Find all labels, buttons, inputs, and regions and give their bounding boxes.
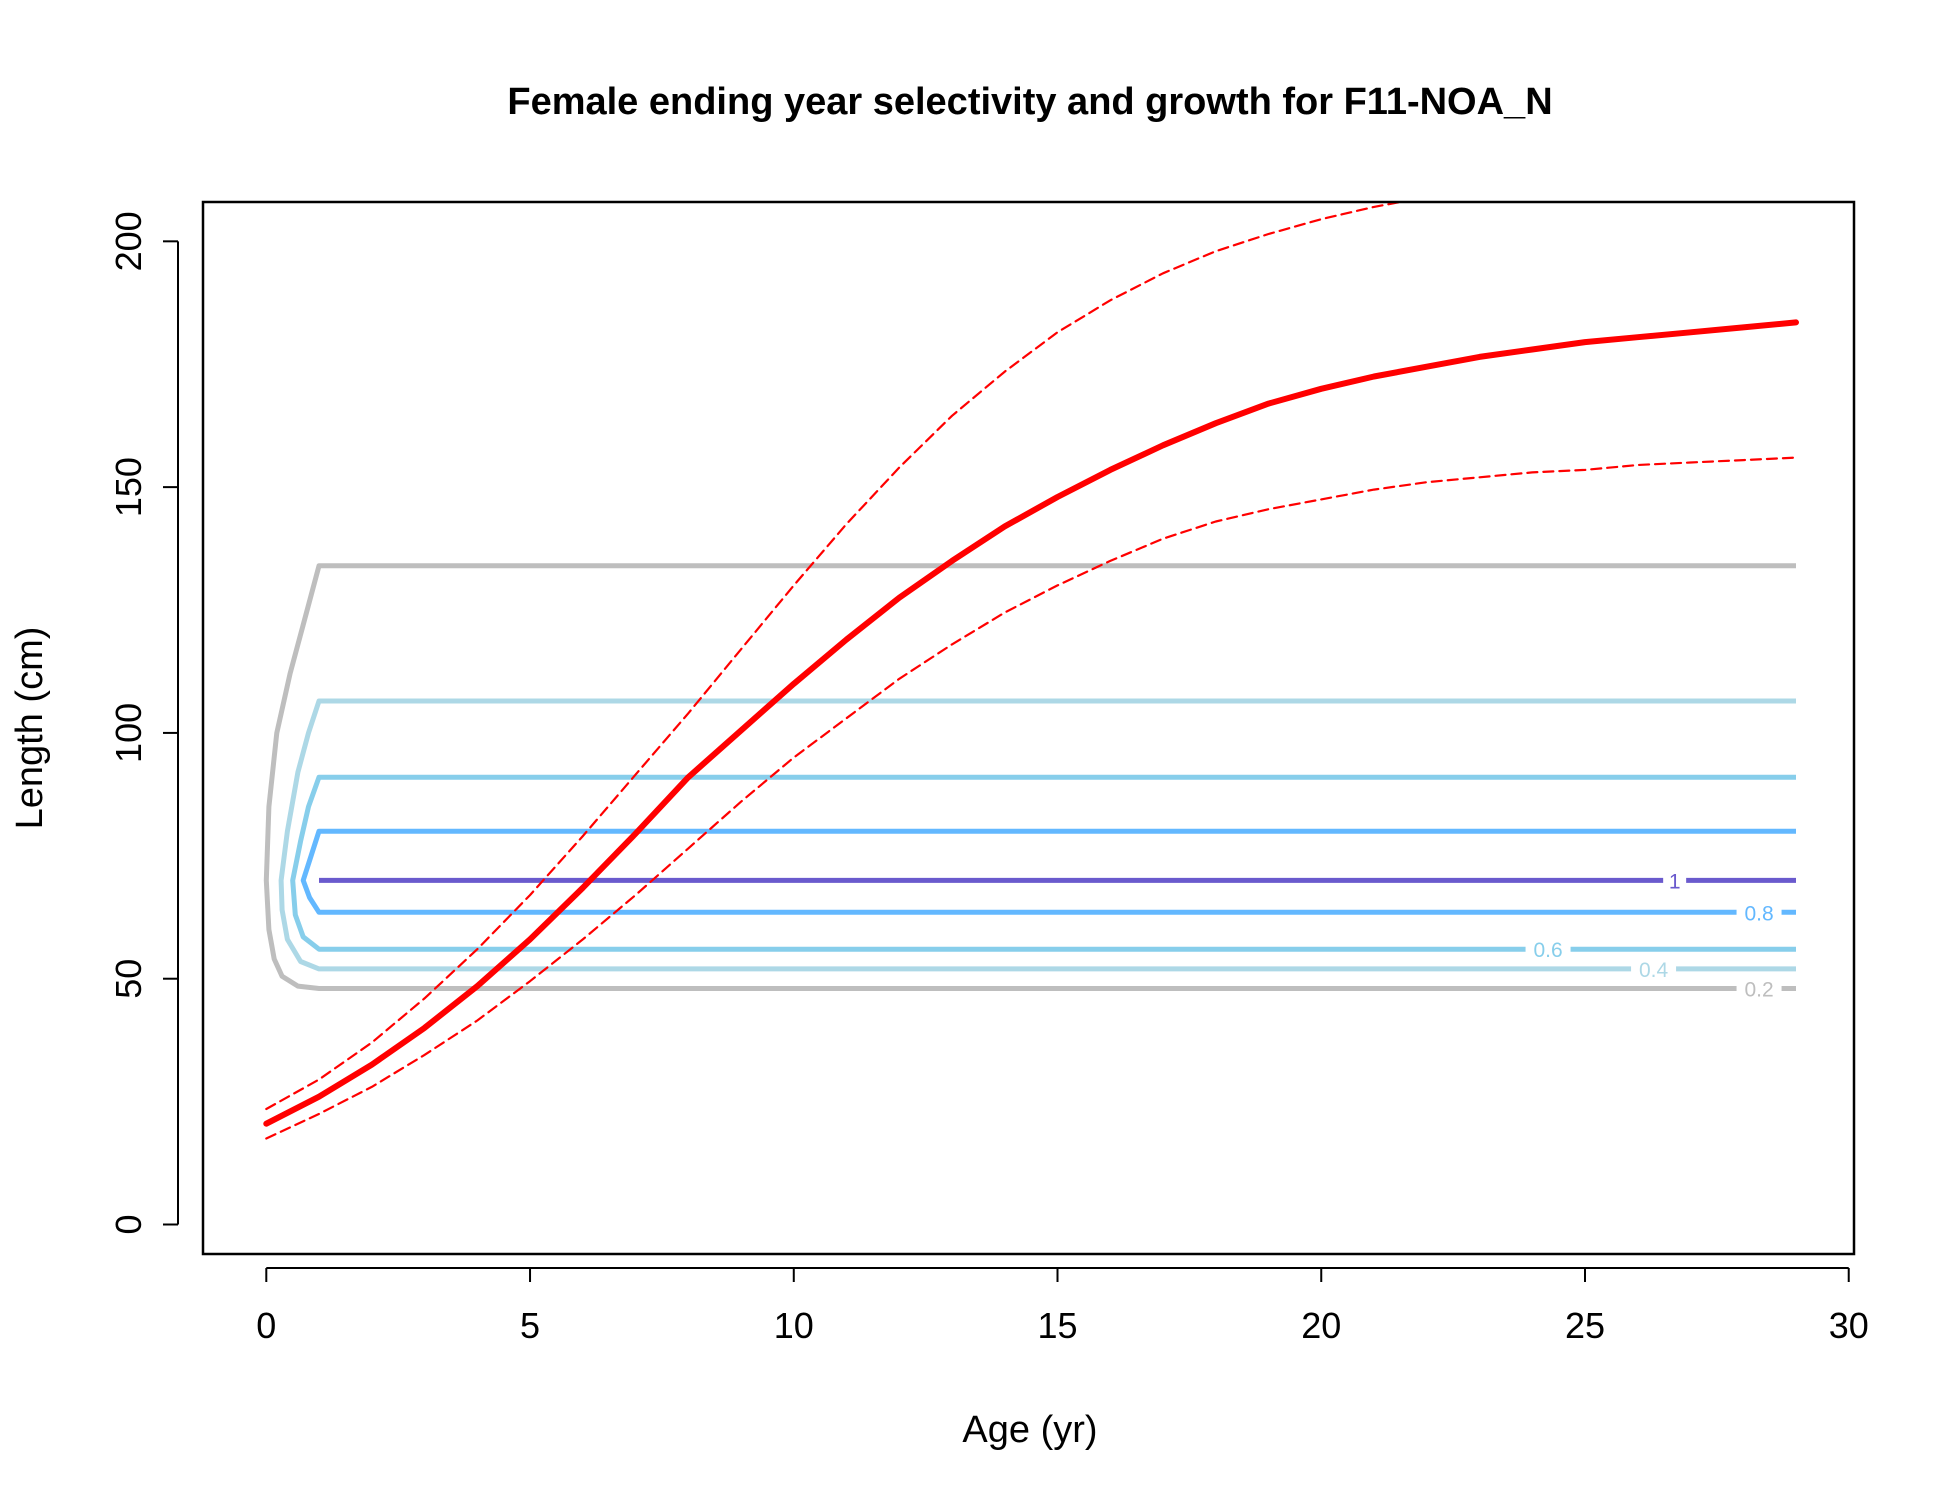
y-tick-label: 200	[108, 211, 149, 271]
chart-title: Female ending year selectivity and growt…	[507, 81, 1552, 123]
y-axis: 0 50 100 150 200	[108, 211, 179, 1235]
contour-line-0-2	[263, 563, 1796, 991]
y-tick-label: 100	[108, 703, 149, 763]
contour-label-gap	[1736, 900, 1782, 925]
y-tick-label: 0	[108, 1214, 149, 1234]
x-tick-label: 15	[1037, 1305, 1077, 1346]
contour-line-0-8	[300, 828, 1796, 915]
plot-area: 0.2 0.4 0.6 0.8 1	[263, 202, 1799, 1140]
contour-label-gap	[1631, 956, 1677, 981]
x-tick-label: 30	[1829, 1305, 1869, 1346]
contour-label-1: 1	[1669, 870, 1681, 893]
x-axis: 0 5 10 15 20 25 30	[256, 1267, 1869, 1346]
contour-line-0-4	[278, 698, 1796, 972]
x-tick-label: 10	[774, 1305, 814, 1346]
growth-upper-ci-line	[265, 202, 1407, 1111]
contour-label-0-2: 0.2	[1744, 979, 1773, 1002]
contour-label-gap	[1736, 976, 1782, 1001]
y-tick-label: 50	[108, 959, 149, 999]
contour-label-0-8: 0.8	[1744, 902, 1773, 925]
growth-mean-line	[263, 319, 1799, 1127]
contour-line-0-6	[290, 774, 1796, 952]
x-tick-label: 25	[1565, 1305, 1605, 1346]
contour-label-gap	[1525, 937, 1571, 962]
plot-frame	[201, 200, 1856, 1256]
x-tick-label: 20	[1301, 1305, 1341, 1346]
x-tick-label: 5	[520, 1305, 540, 1346]
y-tick-label: 150	[108, 457, 149, 517]
x-tick-label: 0	[256, 1305, 276, 1346]
contour-label-gap	[1663, 868, 1687, 893]
y-axis-label: Length (cm)	[9, 627, 51, 830]
contour-label-0-6: 0.6	[1533, 939, 1562, 962]
x-axis-label: Age (yr)	[962, 1409, 1097, 1451]
contour-label-0-4: 0.4	[1639, 959, 1669, 982]
growth-lower-ci-line	[265, 456, 1798, 1140]
